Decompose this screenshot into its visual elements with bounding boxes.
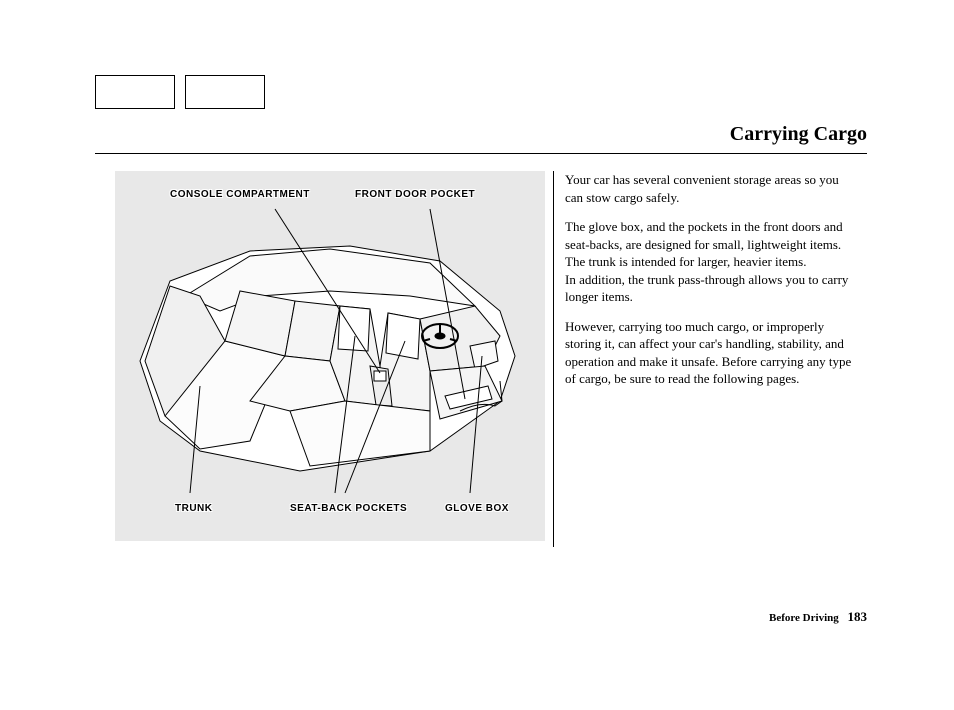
header-rule [95, 153, 867, 154]
paragraph-3: However, carrying too much cargo, or imp… [565, 318, 855, 388]
nav-box-1[interactable] [95, 75, 175, 109]
footer-page-number: 183 [848, 609, 868, 624]
page-title: Carrying Cargo [730, 123, 867, 146]
paragraph-2: The glove box, and the pockets in the fr… [565, 218, 855, 271]
car-cutaway-illustration [130, 201, 530, 501]
footer-section: Before Driving [769, 612, 839, 624]
label-trunk: TRUNK [175, 503, 213, 514]
cargo-diagram: CONSOLE COMPARTMENT FRONT DOOR POCKET TR… [115, 171, 545, 541]
paragraph-1: Your car has several convenient storage … [565, 171, 855, 206]
label-front-door-pocket: FRONT DOOR POCKET [355, 189, 475, 200]
page-footer: Before Driving 183 [769, 609, 867, 625]
column-divider [553, 171, 554, 547]
nav-box-2[interactable] [185, 75, 265, 109]
paragraph-2b: In addition, the trunk pass-through allo… [565, 271, 855, 306]
label-console-compartment: CONSOLE COMPARTMENT [170, 189, 310, 200]
label-glove-box: GLOVE BOX [445, 503, 509, 514]
label-seat-back-pockets: SEAT-BACK POCKETS [290, 503, 407, 514]
body-text-column: Your car has several convenient storage … [565, 171, 855, 400]
top-link-boxes [95, 75, 265, 109]
